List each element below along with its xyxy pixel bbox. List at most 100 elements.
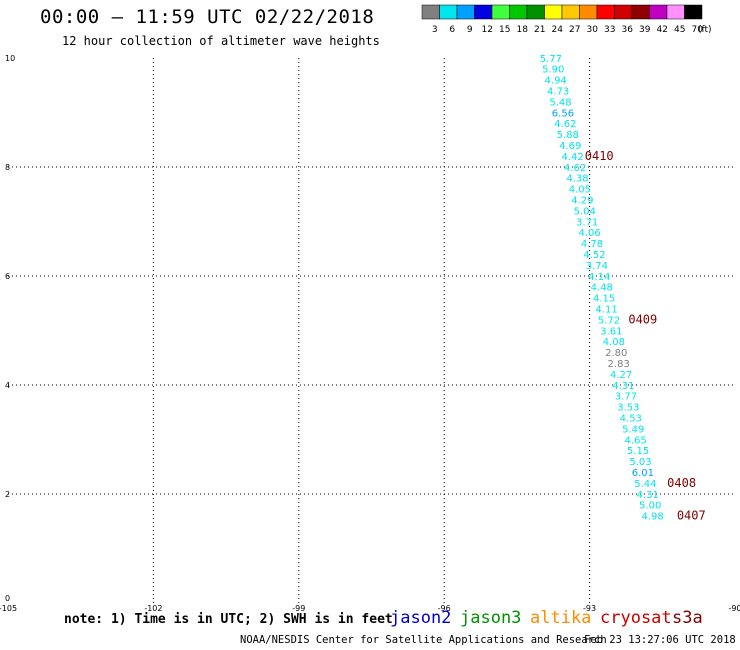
legend-swatch <box>526 4 545 20</box>
y-tick-label: 4 <box>5 381 10 390</box>
legend-label: 27 <box>569 25 580 35</box>
legend-label: 3 <box>432 25 438 35</box>
wave-height-label: 3.61 <box>600 326 622 337</box>
wave-height-label: 4.69 <box>559 141 581 152</box>
x-tick-label: -96 <box>438 604 451 613</box>
chart-title: 00:00 – 11:59 UTC 02/22/2018 <box>40 6 375 28</box>
chart-subtitle: 12 hour collection of altimeter wave hei… <box>62 34 380 48</box>
legend-swatch <box>421 4 440 20</box>
wave-height-label: 6.01 <box>632 468 654 479</box>
y-tick-label: 2 <box>5 490 10 499</box>
legend-label: 15 <box>499 25 510 35</box>
legend-swatch <box>474 4 493 20</box>
wave-height-label: 4.62 <box>564 163 586 174</box>
wave-height-label: 5.72 <box>598 315 620 326</box>
x-tick-label: -93 <box>583 604 596 613</box>
legend-label: 18 <box>517 25 529 35</box>
x-tick-label: -99 <box>292 604 305 613</box>
wave-height-label: 4.48 <box>591 283 613 294</box>
wave-height-label: 4.15 <box>593 294 615 305</box>
wave-height-label: 4.31 <box>637 490 659 501</box>
legend-label: 45 <box>674 25 685 35</box>
satellite-cryosat: cryosat <box>600 608 672 628</box>
legend-label: 21 <box>534 25 545 35</box>
wave-height-label: 5.04 <box>574 206 596 217</box>
y-tick-label: 8 <box>5 163 10 172</box>
wave-height-label: 4.14 <box>588 272 610 283</box>
legend-label: 33 <box>604 25 615 35</box>
wave-height-label: 4.29 <box>571 196 593 207</box>
legend-swatch <box>684 4 703 20</box>
wave-height-label: 3.77 <box>615 392 637 403</box>
satellite-s3a: s3a <box>672 608 703 628</box>
wave-height-label: 4.06 <box>578 228 600 239</box>
satellite-jason3: jason3 <box>460 608 522 628</box>
wave-height-label: 4.52 <box>583 250 605 261</box>
wave-height-label: 4.42 <box>562 152 584 163</box>
legend-label: 9 <box>467 25 473 35</box>
legend-label: 24 <box>552 25 564 35</box>
legend-swatch <box>544 4 563 20</box>
wave-height-label: 4.31 <box>612 381 634 392</box>
wave-height-label: 4.05 <box>569 185 591 196</box>
wave-height-label: 5.44 <box>634 479 656 490</box>
wave-height-label: 5.00 <box>639 501 661 512</box>
satellite-altika: altika <box>530 608 592 628</box>
wave-height-label: 2.83 <box>608 359 630 370</box>
wave-height-label: 6.56 <box>552 108 574 119</box>
wave-height-label: 4.27 <box>610 370 632 381</box>
wave-height-label: 2.80 <box>605 348 627 359</box>
wave-height-label: 5.77 <box>540 54 562 65</box>
y-tick-label: 6 <box>5 272 10 281</box>
footer-note: note: 1) Time is in UTC; 2) SWH is in fe… <box>64 612 393 627</box>
wave-height-label: 4.73 <box>547 87 569 98</box>
wave-height-label: 5.49 <box>622 424 644 435</box>
wave-height-label: 3.53 <box>617 403 639 414</box>
legend-swatch <box>666 4 685 20</box>
wave-height-label: 3.71 <box>576 217 598 228</box>
legend-unit: (ft) <box>698 25 712 35</box>
wave-height-label: 4.11 <box>595 305 617 316</box>
legend-label: 70 <box>692 25 704 35</box>
legend-label: 6 <box>449 25 455 35</box>
wave-height-label: 4.62 <box>554 119 576 130</box>
legend-swatch <box>649 4 668 20</box>
wave-height-label: 5.48 <box>549 97 571 108</box>
legend-swatch <box>509 4 528 20</box>
wave-height-label: 4.08 <box>603 337 625 348</box>
legend-label: 36 <box>622 25 634 35</box>
pass-time-label: 0408 <box>667 476 696 490</box>
wave-height-label: 5.90 <box>542 65 564 76</box>
pass-time-label: 0407 <box>677 509 706 523</box>
wave-height-label: 4.65 <box>625 435 647 446</box>
legend-label: 30 <box>587 25 599 35</box>
satellite-jason2: jason2 <box>390 608 452 628</box>
legend-swatch <box>456 4 475 20</box>
x-tick-label: -105 <box>0 604 17 613</box>
x-tick-label: -102 <box>144 604 162 613</box>
legend-swatch <box>596 4 615 20</box>
x-tick-label: -90 <box>728 604 740 613</box>
legend-label: 42 <box>657 25 668 35</box>
y-tick-label: 0 <box>5 594 10 603</box>
wave-height-label: 5.15 <box>627 446 649 457</box>
wave-height-label: 4.78 <box>581 239 603 250</box>
legend-label: 39 <box>639 25 651 35</box>
wave-height-label: 4.38 <box>566 174 588 185</box>
generated-timestamp: Feb 23 13:27:06 UTC 2018 <box>584 634 736 646</box>
wave-height-label: 4.94 <box>545 76 567 87</box>
y-tick-label: 10 <box>5 54 15 63</box>
wave-height-label: 4.53 <box>620 414 642 425</box>
legend-swatch <box>579 4 598 20</box>
legend-swatch <box>561 4 580 20</box>
legend-label: 12 <box>482 25 493 35</box>
legend-swatch <box>491 4 510 20</box>
legend-swatch <box>614 4 633 20</box>
wave-height-label: 5.88 <box>557 130 579 141</box>
legend-swatch <box>439 4 458 20</box>
credit-line: NOAA/NESDIS Center for Satellite Applica… <box>240 634 607 646</box>
pass-time-label: 0410 <box>585 149 614 163</box>
wave-height-label: 5.03 <box>629 457 651 468</box>
wave-height-label: 4.98 <box>641 512 663 523</box>
